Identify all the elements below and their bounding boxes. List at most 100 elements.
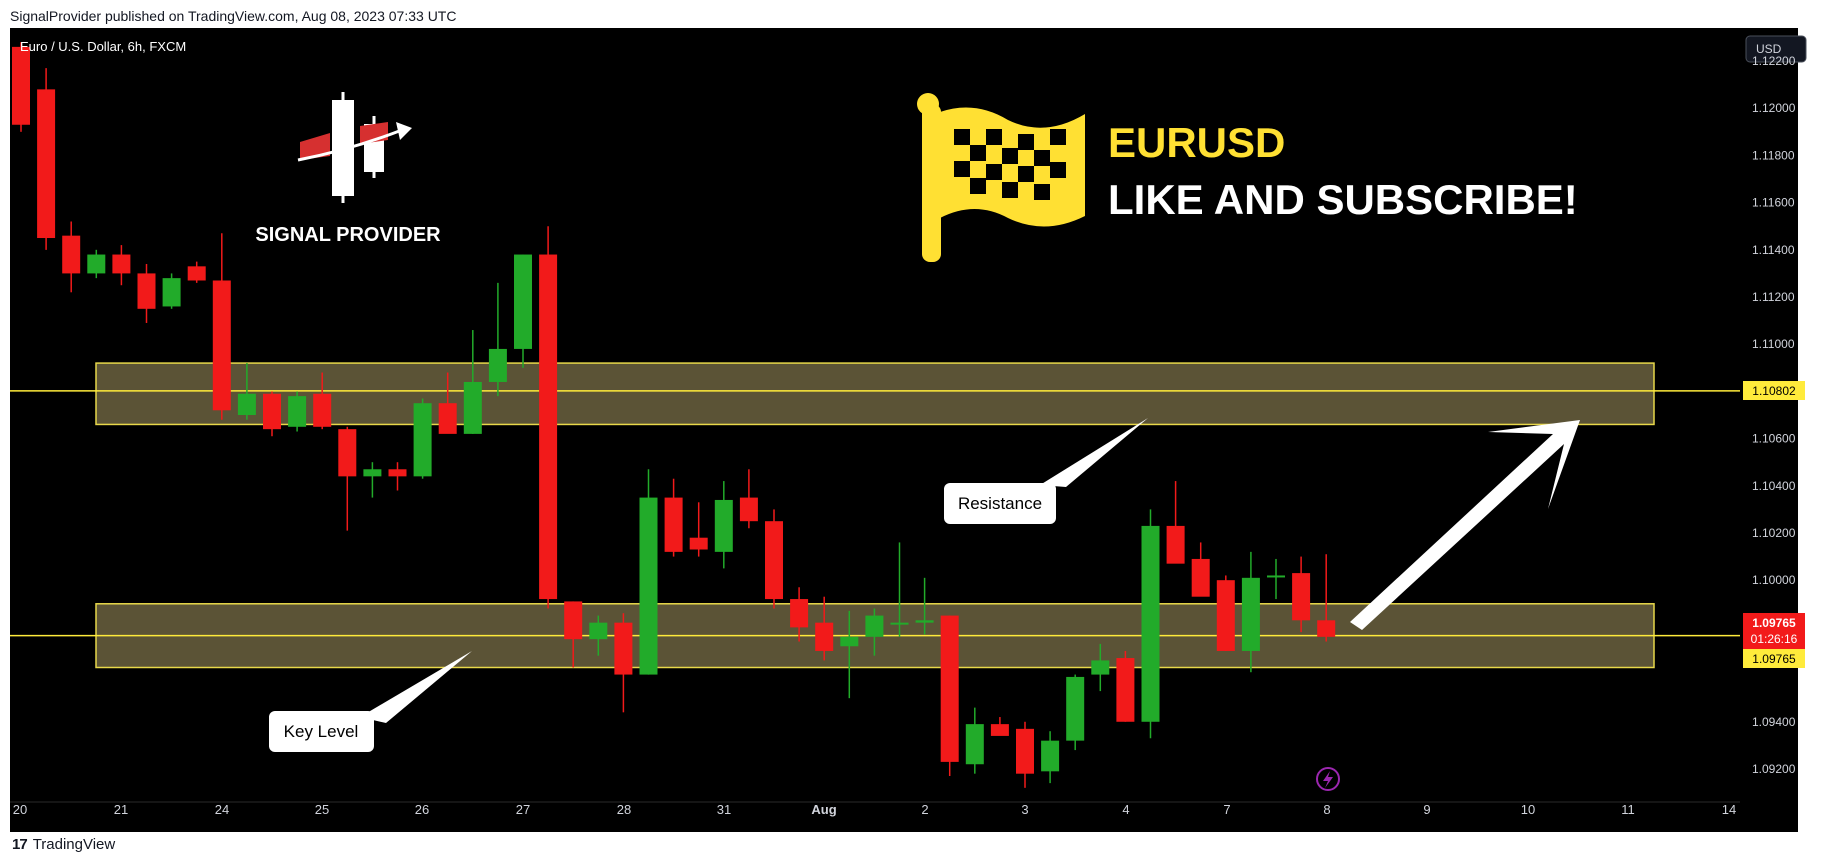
chart-background bbox=[10, 28, 1798, 832]
candle-body bbox=[890, 622, 909, 625]
resistance-zone[interactable] bbox=[95, 362, 1655, 426]
candle bbox=[313, 372, 332, 430]
candle-body bbox=[112, 254, 131, 274]
candle bbox=[990, 717, 1009, 736]
candle bbox=[539, 226, 558, 609]
resistance-callout-label: Resistance bbox=[958, 494, 1042, 513]
candle-body bbox=[965, 724, 984, 765]
x-tick-label: 4 bbox=[1122, 802, 1129, 817]
candle bbox=[187, 261, 206, 283]
key-level-callout-label: Key Level bbox=[284, 722, 359, 741]
promo-title: EURUSD bbox=[1108, 119, 1285, 166]
candle bbox=[237, 363, 256, 420]
candle bbox=[664, 478, 683, 557]
candle-body bbox=[614, 622, 633, 675]
candle-body bbox=[463, 381, 482, 434]
candle-body bbox=[37, 89, 56, 239]
candle-body bbox=[1216, 580, 1235, 651]
candle-body bbox=[363, 469, 382, 477]
candle-body bbox=[1116, 658, 1135, 722]
footer-brand[interactable]: 17 TradingView bbox=[12, 836, 115, 853]
candle-body bbox=[87, 254, 106, 274]
y-tick-label: 1.10600 bbox=[1752, 432, 1796, 446]
candle bbox=[112, 245, 131, 286]
candle bbox=[639, 469, 658, 675]
candle-body bbox=[1016, 728, 1034, 774]
x-tick-label: 21 bbox=[114, 802, 128, 817]
x-tick-label: 27 bbox=[516, 802, 530, 817]
candle bbox=[1141, 509, 1160, 739]
y-tick-label: 1.11600 bbox=[1752, 196, 1795, 210]
footer-brand-label: TradingView bbox=[32, 836, 116, 853]
support-price-label: 1.09765 bbox=[1752, 652, 1796, 666]
candle-body bbox=[1066, 676, 1085, 741]
y-tick-label: 1.11400 bbox=[1752, 243, 1795, 257]
candle-body bbox=[313, 393, 332, 427]
y-axis-ticks: 1.12200 1.12000 1.11800 1.11600 1.11400 1.112… bbox=[1752, 54, 1796, 776]
candle bbox=[564, 601, 583, 668]
candle-body bbox=[263, 393, 281, 430]
candle bbox=[1191, 542, 1210, 597]
candle bbox=[614, 613, 633, 713]
candle bbox=[288, 391, 307, 432]
y-tick-label: 1.11200 bbox=[1752, 290, 1795, 304]
candle bbox=[1091, 643, 1110, 692]
lightning-icon[interactable] bbox=[1316, 767, 1340, 791]
candle bbox=[438, 372, 457, 434]
candle-body bbox=[714, 499, 733, 552]
candle bbox=[1267, 558, 1285, 600]
y-tick-label: 1.12200 bbox=[1752, 54, 1796, 68]
support-price-tag bbox=[1743, 649, 1805, 668]
y-tick-label: 1.10400 bbox=[1752, 479, 1796, 493]
resistance-price-label: 1.10802 bbox=[1752, 384, 1796, 398]
candle-body bbox=[1317, 620, 1336, 637]
candle-body bbox=[815, 622, 834, 651]
candle-body bbox=[162, 278, 181, 307]
candle-body bbox=[790, 599, 809, 628]
candle bbox=[915, 577, 934, 635]
candle-body bbox=[12, 46, 30, 125]
currency-button[interactable] bbox=[1745, 35, 1807, 63]
countdown-label: 01:26:16 bbox=[1751, 632, 1798, 646]
candle bbox=[790, 587, 809, 642]
candle-body bbox=[765, 521, 783, 600]
currency-label: USD bbox=[1756, 42, 1782, 56]
candle bbox=[388, 462, 407, 491]
candle bbox=[739, 469, 758, 529]
resistance-callout[interactable]: Resistance bbox=[944, 418, 1148, 524]
x-tick-label: 31 bbox=[717, 802, 731, 817]
signal-provider-logo bbox=[297, 92, 412, 203]
projection-arrow bbox=[1350, 420, 1580, 630]
x-tick-label: 28 bbox=[617, 802, 631, 817]
candle-body bbox=[739, 497, 758, 522]
y-tick-label: 1.09400 bbox=[1752, 715, 1796, 729]
symbol-title: Euro / U.S. Dollar, 6h, FXCM bbox=[20, 39, 186, 54]
candle-body bbox=[1091, 660, 1110, 675]
candle-body bbox=[237, 393, 256, 415]
candle bbox=[689, 502, 708, 557]
candle bbox=[37, 68, 56, 250]
candle bbox=[1116, 650, 1135, 722]
resistance-price-tag bbox=[1743, 381, 1805, 400]
flag-icon bbox=[917, 93, 1085, 262]
candle bbox=[1241, 551, 1260, 673]
x-tick-label: Aug bbox=[811, 802, 836, 817]
tradingview-logo-icon: 17 bbox=[12, 836, 28, 853]
candle bbox=[62, 221, 81, 293]
candle bbox=[1216, 575, 1235, 651]
x-tick-label: 9 bbox=[1423, 802, 1430, 817]
candle bbox=[890, 542, 909, 637]
candle-body bbox=[488, 348, 507, 382]
y-tick-label: 1.11800 bbox=[1752, 148, 1795, 162]
key-level-callout[interactable]: Key Level bbox=[269, 651, 472, 752]
candle-body bbox=[664, 497, 683, 552]
candle bbox=[1292, 556, 1311, 633]
candle bbox=[1066, 674, 1085, 751]
candle bbox=[87, 249, 106, 279]
candle bbox=[1016, 721, 1034, 788]
candle bbox=[413, 398, 432, 479]
candle-body bbox=[413, 403, 432, 477]
candle-body bbox=[689, 537, 708, 550]
candle bbox=[463, 330, 482, 434]
